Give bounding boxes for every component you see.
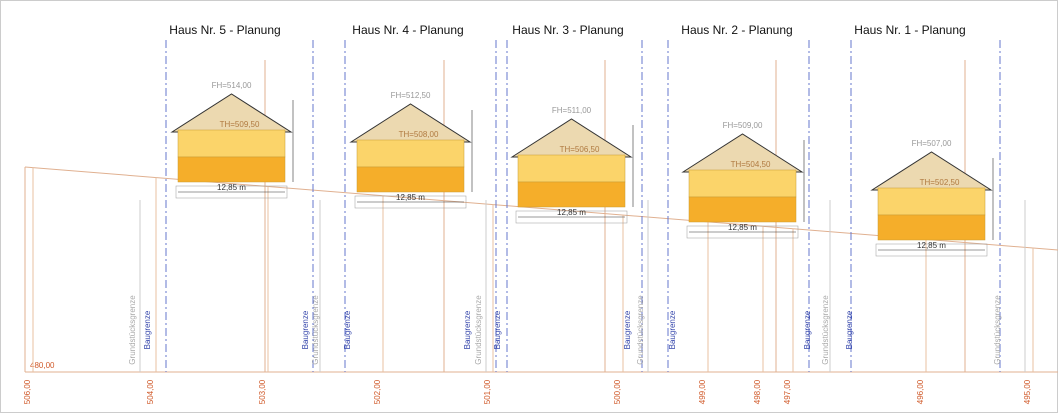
elevation-label: 501,00	[483, 379, 492, 404]
width-label: 12,85 m	[396, 193, 425, 202]
boundary-label: Baugrenze	[301, 310, 310, 349]
upper-floor	[689, 170, 796, 197]
width-label: 12,85 m	[557, 208, 586, 217]
boundary-label: Baugrenze	[803, 310, 812, 349]
boundary-label: Grundstücksgrenze	[128, 295, 137, 365]
elevation-label: 496,00	[916, 379, 925, 404]
elevation-label: 497,00	[783, 379, 792, 404]
boundary-label: Baugrenze	[143, 310, 152, 349]
drawing: 480,00 GrundstücksgrenzeBaugrenzeBaugren…	[0, 0, 1058, 413]
boundary-label: Baugrenze	[463, 310, 472, 349]
ridge-height: FH=514,00	[212, 81, 252, 90]
house-title: Haus Nr. 2 - Planung	[681, 23, 792, 37]
ridge-height: FH=507,00	[912, 139, 952, 148]
elevation-label: 504,00	[146, 379, 155, 404]
eave-height: TH=504,50	[731, 160, 771, 169]
boundary-label: Baugrenze	[845, 310, 854, 349]
width-label: 12,85 m	[917, 241, 946, 250]
width-label: 12,85 m	[217, 183, 246, 192]
ridge-height: FH=511,00	[552, 106, 592, 115]
elevation-label: 499,00	[698, 379, 707, 404]
eave-height: TH=506,50	[560, 145, 600, 154]
upper-floor	[518, 155, 625, 182]
boundary-label: Baugrenze	[343, 310, 352, 349]
eave-height: TH=502,50	[920, 178, 960, 187]
boundary-label: Baugrenze	[623, 310, 632, 349]
lower-floor	[689, 197, 796, 222]
boundary-label: Baugrenze	[668, 310, 677, 349]
house-title: Haus Nr. 3 - Planung	[512, 23, 623, 37]
datum-label: 480,00	[30, 361, 55, 370]
elevation-label: 503,00	[258, 379, 267, 404]
elevation-label: 495,00	[1023, 379, 1032, 404]
elevation-label: 502,00	[373, 379, 382, 404]
boundary-label: Grundstücksgrenze	[311, 295, 320, 365]
house-title: Haus Nr. 4 - Planung	[352, 23, 463, 37]
ridge-height: FH=512,50	[391, 91, 431, 100]
elevation-label: 498,00	[753, 379, 762, 404]
boundary-label: Grundstücksgrenze	[993, 295, 1002, 365]
upper-floor	[357, 140, 464, 167]
boundary-label: Baugrenze	[493, 310, 502, 349]
lower-floor	[518, 182, 625, 207]
house-title: Haus Nr. 5 - Planung	[169, 23, 280, 37]
house-title: Haus Nr. 1 - Planung	[854, 23, 965, 37]
boundary-label: Grundstücksgrenze	[821, 295, 830, 365]
lower-floor	[178, 157, 285, 182]
elevation-label: 500,00	[613, 379, 622, 404]
ridge-height: FH=509,00	[723, 121, 763, 130]
eave-height: TH=509,50	[220, 120, 260, 129]
upper-floor	[178, 130, 285, 157]
upper-floor	[878, 188, 985, 215]
width-label: 12,85 m	[728, 223, 757, 232]
boundary-label: Grundstücksgrenze	[474, 295, 483, 365]
boundary-label: Grundstücksgrenze	[636, 295, 645, 365]
lower-floor	[878, 215, 985, 240]
lower-floor	[357, 167, 464, 192]
eave-height: TH=508,00	[399, 130, 439, 139]
elevation-label: 506,00	[23, 379, 32, 404]
